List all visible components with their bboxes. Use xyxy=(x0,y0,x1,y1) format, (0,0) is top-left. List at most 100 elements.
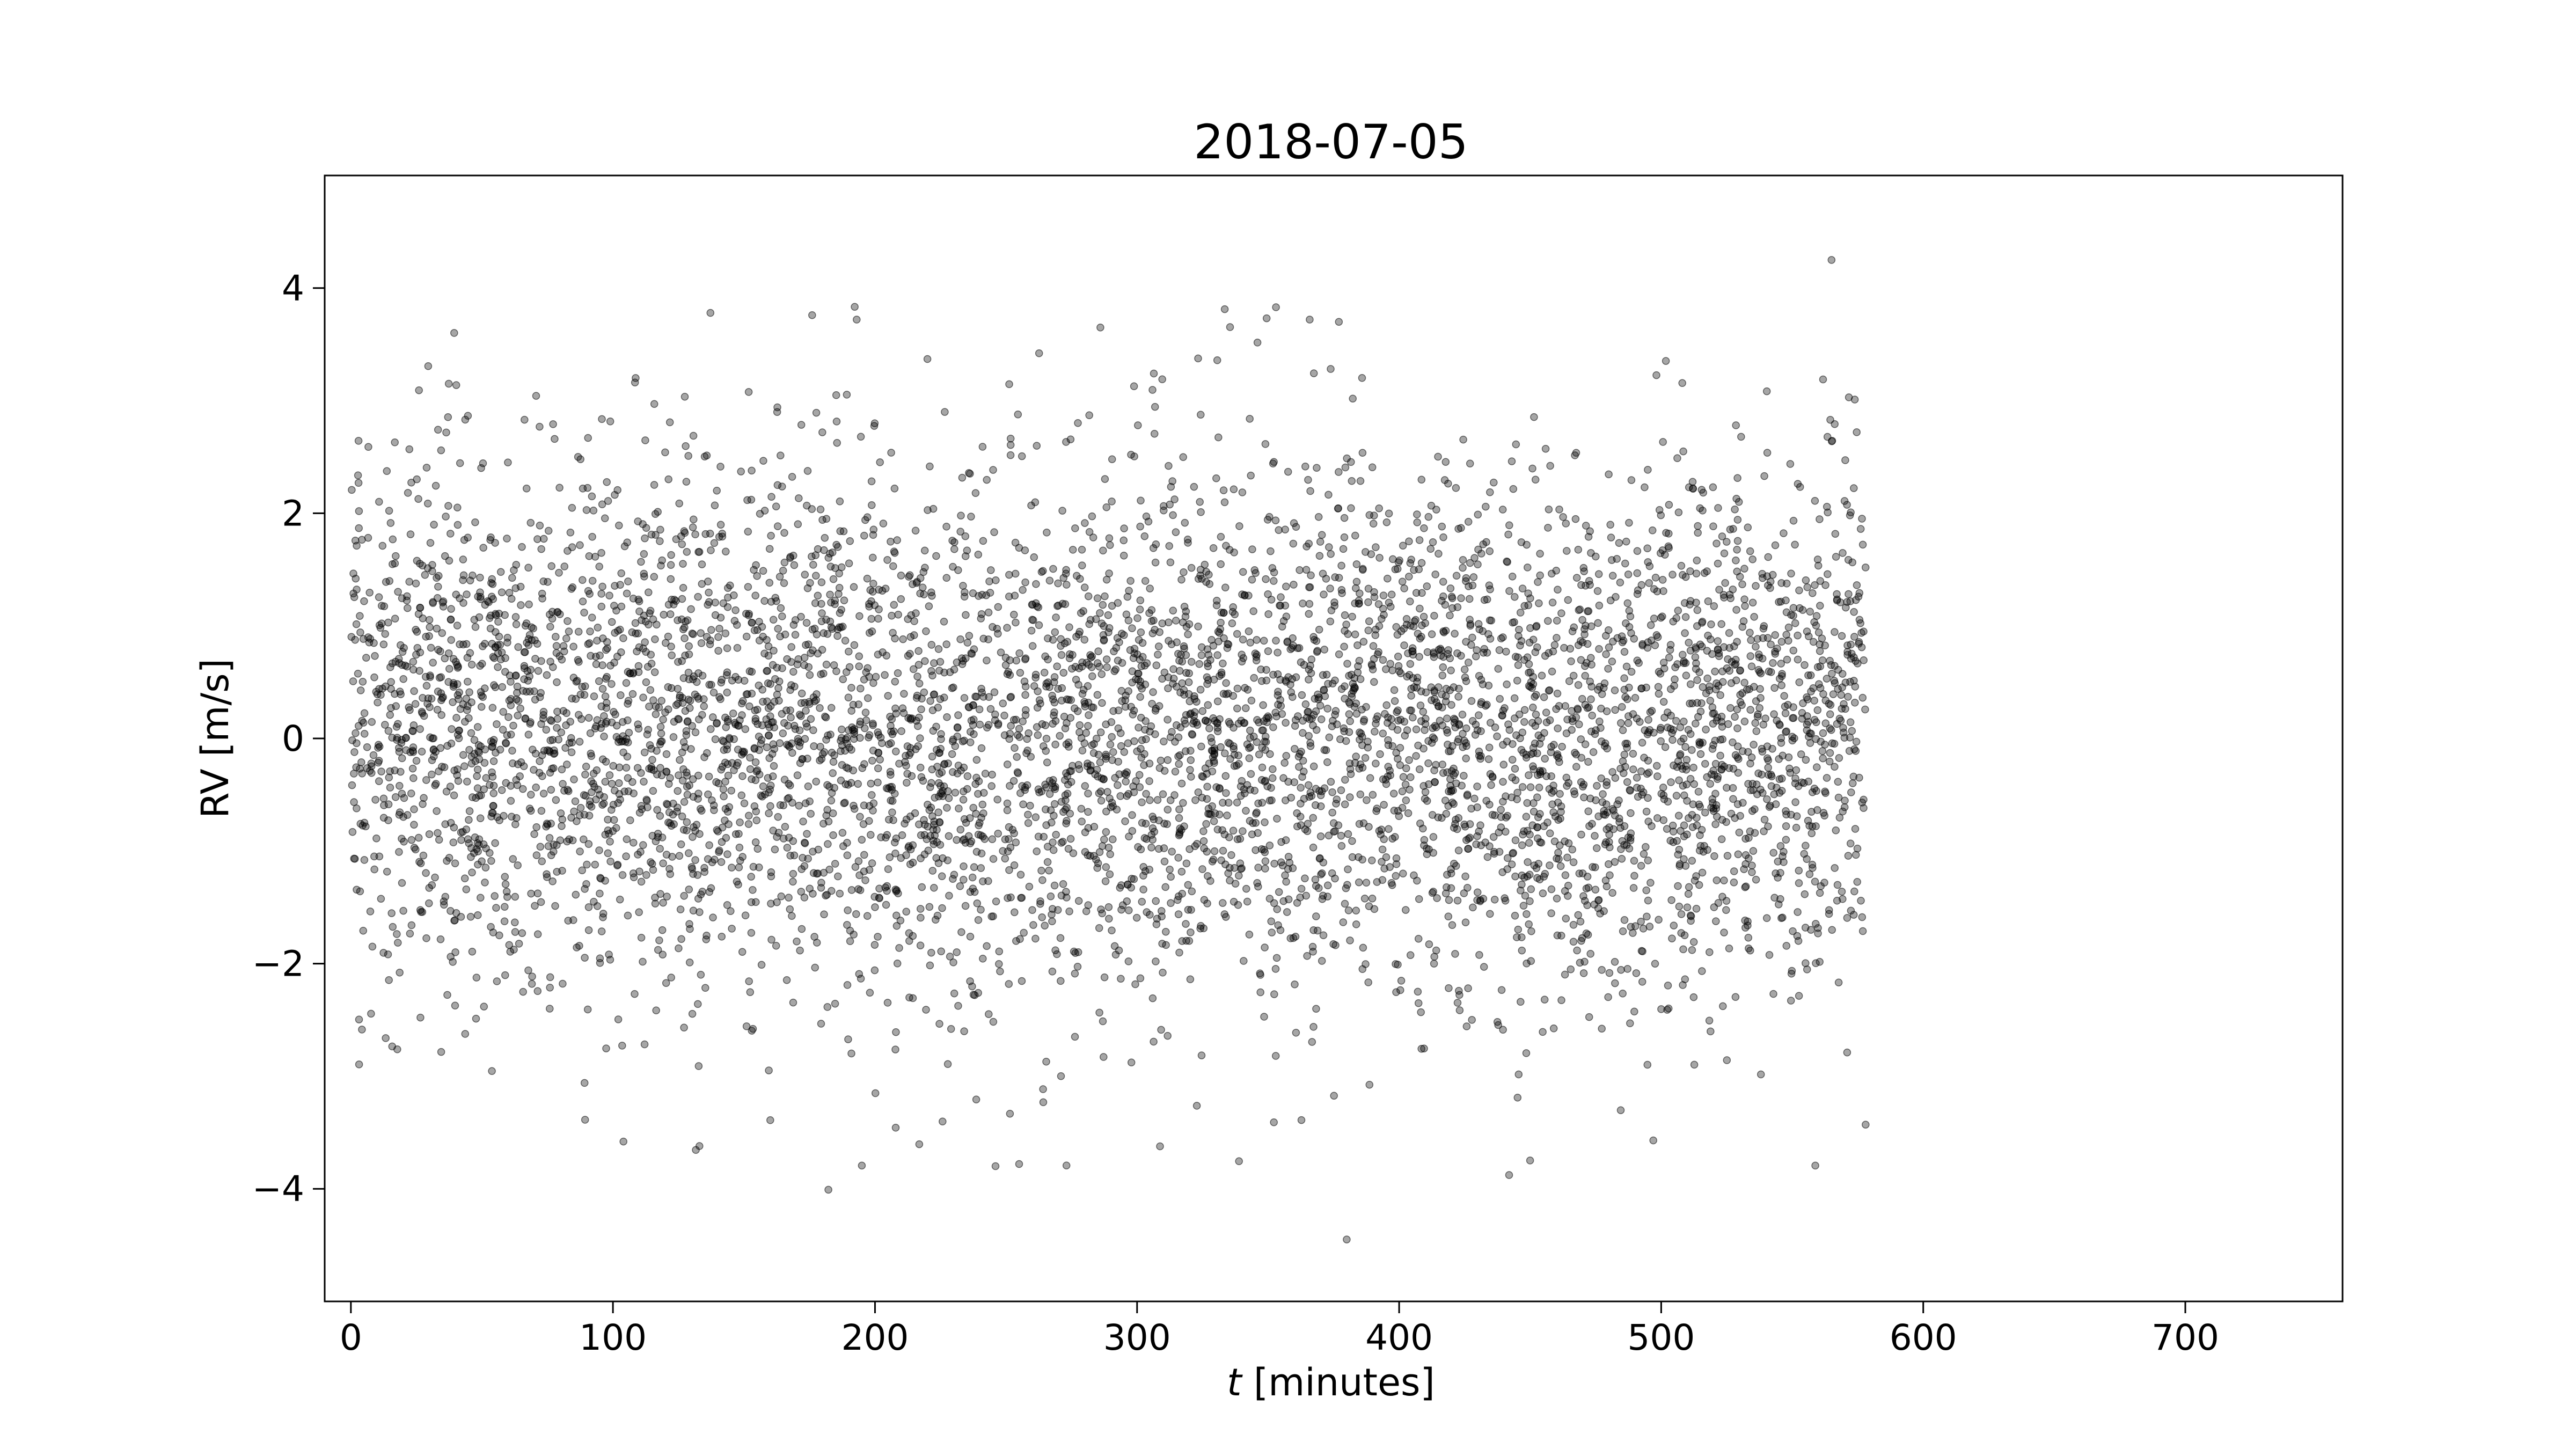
data-point xyxy=(925,602,933,610)
data-point xyxy=(914,647,923,655)
data-point xyxy=(954,1002,962,1010)
data-point xyxy=(789,870,797,878)
data-point xyxy=(1689,484,1697,493)
data-point xyxy=(1362,879,1371,887)
data-point xyxy=(511,892,519,901)
data-point xyxy=(1746,786,1755,794)
data-point xyxy=(1145,609,1153,617)
data-point xyxy=(874,778,882,787)
data-point xyxy=(1460,821,1468,829)
data-point xyxy=(1109,835,1117,844)
data-point xyxy=(594,624,602,632)
data-point xyxy=(391,793,400,801)
data-point xyxy=(1344,865,1352,874)
data-point xyxy=(1671,675,1679,684)
data-point xyxy=(1341,694,1349,703)
data-point xyxy=(1269,723,1277,731)
data-point xyxy=(1821,719,1830,728)
data-point xyxy=(617,569,625,577)
data-point xyxy=(1504,530,1512,539)
data-point xyxy=(1798,709,1806,717)
data-point xyxy=(662,639,670,647)
data-point xyxy=(937,730,945,738)
data-point xyxy=(1289,934,1298,942)
data-point xyxy=(728,863,736,872)
data-point xyxy=(814,591,822,600)
data-point xyxy=(1430,960,1438,968)
data-point xyxy=(1740,865,1748,873)
data-point xyxy=(1802,959,1810,968)
data-point xyxy=(1594,812,1602,821)
data-point xyxy=(568,836,577,845)
data-point xyxy=(462,885,471,894)
data-point xyxy=(989,912,997,920)
data-point xyxy=(1352,920,1360,928)
data-point xyxy=(922,627,930,635)
data-point xyxy=(392,702,400,710)
data-point xyxy=(1561,837,1569,845)
data-point xyxy=(1433,894,1441,902)
data-point xyxy=(1309,926,1318,934)
data-point xyxy=(1644,757,1652,765)
data-point xyxy=(960,592,969,601)
data-point xyxy=(355,524,363,532)
data-point xyxy=(1534,578,1542,586)
data-point xyxy=(1720,594,1728,602)
data-point xyxy=(801,735,809,743)
data-point xyxy=(1729,765,1738,773)
data-point xyxy=(1814,628,1823,636)
data-point xyxy=(1819,729,1827,737)
data-point xyxy=(1511,836,1520,845)
data-point xyxy=(1782,942,1791,950)
data-point xyxy=(1379,656,1387,664)
data-point xyxy=(1199,837,1208,845)
data-point xyxy=(435,572,443,580)
data-point xyxy=(1402,764,1410,772)
data-point xyxy=(350,798,358,806)
data-point xyxy=(1830,740,1839,748)
data-point xyxy=(1441,601,1450,609)
data-point xyxy=(1848,558,1856,567)
data-point xyxy=(1419,824,1427,833)
data-point xyxy=(711,501,719,509)
data-point xyxy=(1323,758,1331,766)
data-point xyxy=(1415,895,1423,903)
data-point xyxy=(1737,433,1745,441)
data-point xyxy=(588,613,596,621)
data-point xyxy=(472,1014,480,1023)
data-point xyxy=(1097,796,1106,805)
data-point xyxy=(1000,711,1008,720)
data-point xyxy=(1789,714,1797,722)
data-point xyxy=(758,792,766,801)
data-point xyxy=(585,552,594,560)
data-point xyxy=(786,706,794,714)
data-point xyxy=(443,742,451,750)
data-point xyxy=(1662,357,1670,365)
data-point xyxy=(429,658,437,667)
data-point xyxy=(449,698,457,706)
data-point xyxy=(613,860,622,869)
data-point xyxy=(1816,662,1825,670)
data-point xyxy=(1365,617,1373,625)
data-point xyxy=(854,780,862,788)
data-point xyxy=(1672,717,1680,725)
data-point xyxy=(447,530,455,538)
data-point xyxy=(868,791,876,799)
data-point xyxy=(1851,699,1859,707)
data-point xyxy=(569,916,577,924)
data-point xyxy=(1508,773,1516,782)
data-point xyxy=(1180,568,1188,576)
data-point xyxy=(1477,550,1485,558)
data-point xyxy=(1062,819,1070,828)
data-point xyxy=(1093,594,1102,602)
data-point xyxy=(917,705,925,713)
data-point xyxy=(597,724,605,732)
data-point xyxy=(1580,897,1589,905)
data-point xyxy=(375,777,383,785)
data-point xyxy=(1130,382,1138,390)
data-point xyxy=(1503,865,1511,873)
data-point xyxy=(1771,631,1779,639)
data-point xyxy=(1422,714,1430,723)
data-point xyxy=(1233,684,1242,693)
data-point xyxy=(930,659,938,667)
